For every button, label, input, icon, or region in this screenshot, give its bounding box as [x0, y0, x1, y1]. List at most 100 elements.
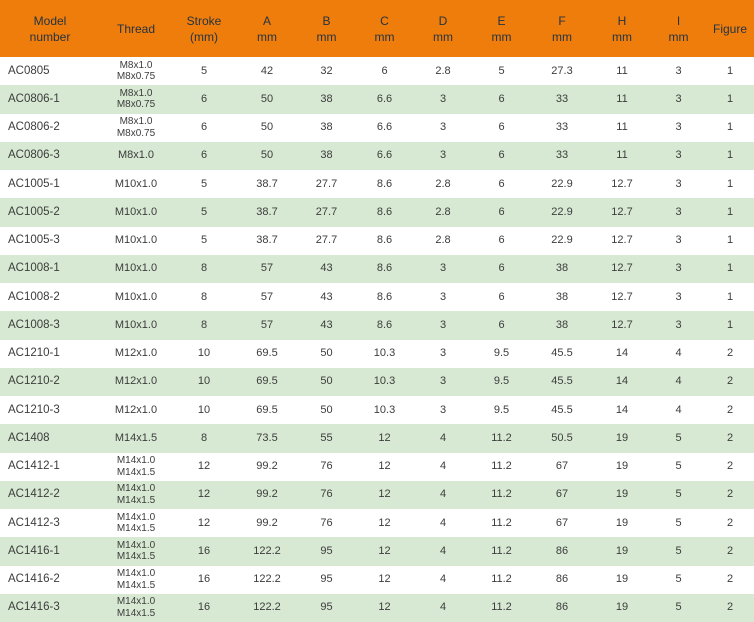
cell-B: 38: [320, 149, 333, 162]
cell-F: 22.9: [551, 234, 573, 247]
cell-figure: 2: [726, 516, 734, 529]
cell-A: 69.5: [256, 375, 278, 388]
cell-stroke: 16: [197, 573, 211, 586]
cell-D: 2.8: [435, 177, 451, 190]
cell-I: 3: [675, 64, 682, 77]
column-header-figure-line: Figure: [712, 21, 747, 36]
cell-stroke: 6: [200, 149, 208, 162]
cell-I: 5: [675, 573, 682, 586]
cell-A: 73.5: [256, 431, 278, 444]
cell-F: 86: [555, 544, 569, 557]
cell-E: 9.5: [493, 375, 510, 388]
table-row: AC1416-2 M14x1.0 M14x1.5 16 122.2 95 12 4 11.2 86…: [0, 566, 754, 594]
thread-line: M14x1.5: [116, 466, 156, 478]
cell-figure: 1: [726, 318, 734, 331]
column-header-thread: Thread: [100, 0, 172, 57]
cell-F: 67: [555, 516, 569, 529]
cell-F: 38: [555, 290, 569, 303]
cell-C: 6.6: [376, 121, 393, 134]
cell-stroke: 8: [200, 290, 208, 303]
cell-figure: 2: [726, 431, 734, 444]
cell-A: 50: [260, 121, 274, 134]
cell-model: AC0806-1: [8, 92, 60, 105]
column-header-D-line: mm: [433, 29, 453, 44]
cell-E: 11.2: [491, 516, 512, 529]
cell-I: 5: [675, 431, 682, 444]
cell-B: 50: [320, 403, 333, 416]
cell-H: 12.7: [611, 177, 633, 190]
cell-model: AC1008-1: [8, 262, 60, 275]
thread-line: M14x1.0: [116, 596, 156, 608]
column-header-figure: Figure: [706, 0, 754, 57]
cell-figure: 2: [726, 403, 734, 416]
cell-D: 3: [439, 375, 447, 388]
cell-F: 22.9: [551, 177, 573, 190]
cell-thread: M8x1.0: [100, 142, 172, 170]
column-header-H-line: H: [617, 13, 627, 28]
cell-F: 33: [555, 149, 569, 162]
cell-C: 12: [378, 488, 391, 501]
thread-line: M14x1.0: [116, 511, 156, 523]
cell-C: 12: [378, 460, 391, 473]
column-header-model: Model number: [0, 0, 100, 57]
cell-B: 43: [320, 318, 333, 331]
cell-model: AC1008-3: [8, 318, 60, 331]
cell-I: 3: [675, 92, 682, 105]
table-row: AC1412-3 M14x1.0 M14x1.5 12 99.2 76 12 4 11.2 67 1…: [0, 509, 754, 537]
thread-line: M8x1.0: [119, 116, 153, 128]
cell-E: 6: [498, 177, 505, 190]
cell-figure: 2: [726, 375, 734, 388]
thread-line: M14x1.5: [116, 551, 156, 563]
thread-line: M12x1.0: [114, 375, 158, 388]
cell-C: 6: [381, 64, 388, 77]
cell-E: 9.5: [493, 347, 510, 360]
cell-E: 11.2: [491, 431, 512, 444]
cell-C: 8.6: [376, 177, 393, 190]
cell-D: 4: [439, 488, 447, 501]
cell-thread: M8x1.0 M8x0.75: [100, 85, 172, 113]
table-row: AC1416-1 M14x1.0 M14x1.5 16 122.2 95 12 4 11.2 86…: [0, 537, 754, 566]
cell-B: 38: [320, 92, 333, 105]
cell-D: 3: [439, 290, 447, 303]
cell-figure: 2: [726, 347, 734, 360]
table-row: AC1008-1 M10x1.0 8 57 43 8.6 3 6 38 12.7 3 1: [0, 254, 754, 283]
thread-line: M12x1.0: [114, 347, 158, 360]
cell-I: 4: [675, 347, 682, 360]
cell-H: 14: [615, 403, 629, 416]
cell-stroke: 6: [200, 92, 208, 105]
cell-model: AC1412-1: [8, 460, 60, 473]
thread-line: M10x1.0: [114, 318, 158, 331]
cell-D: 3: [439, 149, 447, 162]
cell-D: 4: [439, 544, 447, 557]
cell-I: 3: [675, 290, 682, 303]
cell-B: 76: [320, 488, 333, 501]
column-header-H-line: mm: [612, 29, 632, 44]
cell-figure: 1: [726, 234, 734, 247]
cell-stroke: 6: [200, 121, 208, 134]
cell-C: 10.3: [373, 347, 396, 360]
thread-line: M14x1.5: [116, 607, 156, 619]
cell-model: AC1210-3: [8, 403, 60, 416]
thread-line: M8x1.0: [119, 59, 153, 71]
cell-figure: 1: [726, 64, 734, 77]
cell-B: 32: [320, 64, 333, 77]
cell-D: 3: [439, 262, 447, 275]
cell-model: AC1412-3: [8, 516, 60, 529]
cell-stroke: 10: [197, 347, 211, 360]
table-row: AC1005-1 M10x1.0 5 38.7 27.7 8.6 2.8 6 22.9 12.7 3…: [0, 170, 754, 198]
cell-C: 6.6: [376, 92, 393, 105]
cell-I: 4: [675, 403, 682, 416]
cell-thread: M14x1.0 M14x1.5: [100, 509, 172, 537]
cell-A: 57: [260, 290, 274, 303]
cell-thread: M14x1.5: [100, 424, 172, 452]
cell-stroke: 12: [197, 488, 211, 501]
cell-E: 6: [498, 92, 505, 105]
column-header-thread-line: Thread: [116, 21, 156, 36]
